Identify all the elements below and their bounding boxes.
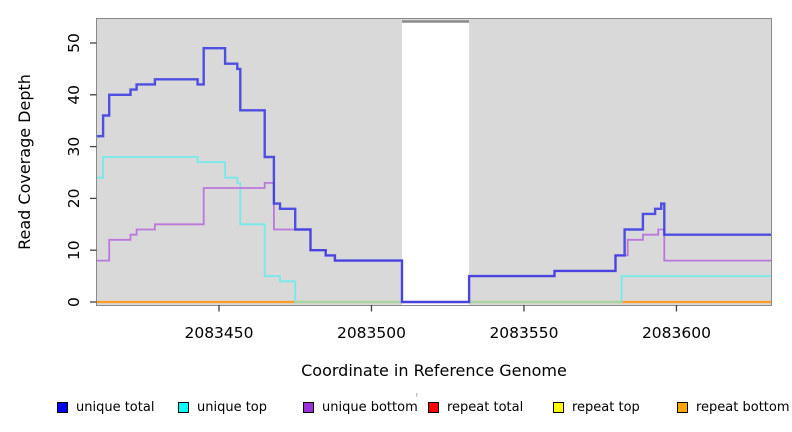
- y-axis-title: Read Coverage Depth: [15, 74, 34, 250]
- legend-item-unique-top: unique top: [178, 396, 267, 418]
- x-tick-label: 2083600: [642, 324, 711, 342]
- series-lines-layer: [97, 47, 771, 304]
- y-tick-label: 30: [65, 137, 83, 157]
- y-tick-label: 10: [65, 240, 83, 260]
- x-tick-label: 2083450: [184, 324, 253, 342]
- stray-artifact-mark: ': [415, 392, 419, 407]
- plot-border: [96, 18, 772, 306]
- y-tick-label: 50: [65, 33, 83, 53]
- axes-layer: 2083450 2083500 2083550 2083600 0 10 20 30 40 50: [65, 33, 711, 342]
- legend-label: unique total: [76, 399, 155, 415]
- no-data-region-layer: [401, 20, 470, 305]
- x-tick-label: 2083550: [489, 324, 558, 342]
- series-line-unique-top: [97, 156, 771, 303]
- legend-swatch: [428, 401, 439, 413]
- legend-swatch: [677, 401, 688, 413]
- legend-item-unique-bottom: unique bottom: [303, 396, 418, 418]
- coverage-chart: 2083450 2083500 2083550 208360001020304050 …: [15, 18, 772, 380]
- legend-label: unique bottom: [322, 399, 418, 415]
- y-tick-label: 20: [65, 189, 83, 209]
- series-line-unique-total: [97, 47, 771, 304]
- legend-label: unique top: [197, 399, 268, 415]
- legend-label: repeat bottom: [696, 399, 790, 415]
- legend-swatch: [178, 401, 189, 413]
- legend-label: repeat total: [447, 399, 524, 415]
- no-data-region: [401, 21, 470, 305]
- legend: unique total unique top unique bottom repea…: [0, 396, 792, 420]
- legend-swatch: [57, 401, 68, 413]
- y-tick-label: 0: [65, 297, 83, 307]
- legend-item-unique-total: unique total: [57, 396, 154, 418]
- legend-label: repeat top: [572, 399, 640, 415]
- x-tick-label: 2083500: [337, 324, 406, 342]
- legend-swatch: [303, 401, 314, 413]
- y-tick-label: 40: [65, 85, 83, 105]
- legend-item-repeat-bottom: repeat bottom: [677, 396, 790, 418]
- legend-item-repeat-top: repeat top: [553, 396, 640, 418]
- legend-item-repeat-total: repeat total: [428, 396, 523, 418]
- legend-swatch: [553, 401, 564, 413]
- x-axis-title: Coordinate in Reference Genome: [301, 361, 567, 380]
